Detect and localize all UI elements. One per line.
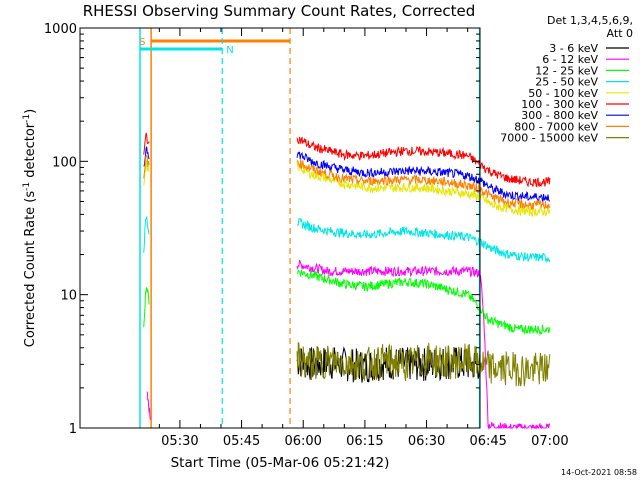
series-line [143,146,150,167]
x-tick-label: 05:30 [161,434,198,449]
y-tick-label: 100 [52,155,77,170]
night-flag-label: N [226,45,233,56]
y-tick-label: 1 [69,422,77,437]
flag-layer: SN [139,28,481,428]
tick-layer: 1 10 100 1000 05:30 05:45 06:00 06:15 06:30 06:45… [44,22,569,449]
chart-title: RHESSI Observing Summary Count Rates, Co… [83,2,476,20]
series-line [146,391,151,420]
x-tick-label: 05:45 [223,434,260,449]
series-100-300-kev [143,132,551,188]
data-layer [143,132,551,430]
legend-label: 12 - 25 keV [535,64,598,77]
series-300-800-kev [143,146,550,203]
series-line [143,159,150,185]
y-axis-label-main: Corrected Count Rate (s [23,191,38,348]
series-line [296,269,551,336]
x-tick-label: 06:30 [408,434,445,449]
timestamp: 14-Oct-2021 08:58 [561,468,637,477]
series-6-12-kev [146,259,551,430]
y-axis-label-sup1: -1 [22,182,32,191]
saa-flag-label: S [139,37,145,48]
x-tick-label: 06:00 [284,434,321,449]
legend-label: 300 - 800 keV [521,109,598,122]
legend-label: 50 - 100 keV [528,87,598,100]
series-25-50-kev [143,216,551,263]
series-line [143,155,150,179]
legend-label: 25 - 50 keV [535,76,598,89]
series-line [143,216,150,253]
series-line [296,151,550,203]
y-axis-label-sup2: -1 [22,114,32,123]
legend-label: 100 - 300 keV [521,98,598,111]
x-tick-label: 06:45 [469,434,506,449]
y-axis-label-mid: detector [23,122,38,182]
series-line [296,218,551,263]
series-12-25-kev [143,269,551,336]
legend-label: 3 - 6 keV [549,42,598,55]
legend-label: 7000 - 15000 keV [500,132,598,145]
series-line [296,341,551,387]
y-tick-label: 10 [60,289,77,304]
series-line [296,161,551,218]
y-axis-label-end: ) [23,109,38,114]
series-7000-15000-kev [296,341,551,387]
series-line [296,136,551,188]
series-800-7000-kev [143,155,551,211]
legend-label: 6 - 12 keV [542,53,598,66]
x-axis-label: Start Time (05-Mar-06 05:21:42) [171,455,390,471]
series-line [296,158,551,211]
plot-frame [79,27,481,429]
series-line [143,132,150,155]
y-axis-label: Corrected Count Rate (s-1 detector-1) [22,109,38,347]
series-50-100-kev [143,159,551,218]
y-tick-label: 1000 [44,22,77,37]
legend-header-line-1: Det 1,3,4,5,6,9, [547,14,633,27]
series-line [296,259,551,430]
x-tick-label: 06:15 [346,434,383,449]
x-tick-label: 07:00 [531,434,568,449]
legend-label: 800 - 7000 keV [514,120,598,133]
legend-header-line-2: Att 0 [607,27,633,40]
series-line [143,287,150,328]
